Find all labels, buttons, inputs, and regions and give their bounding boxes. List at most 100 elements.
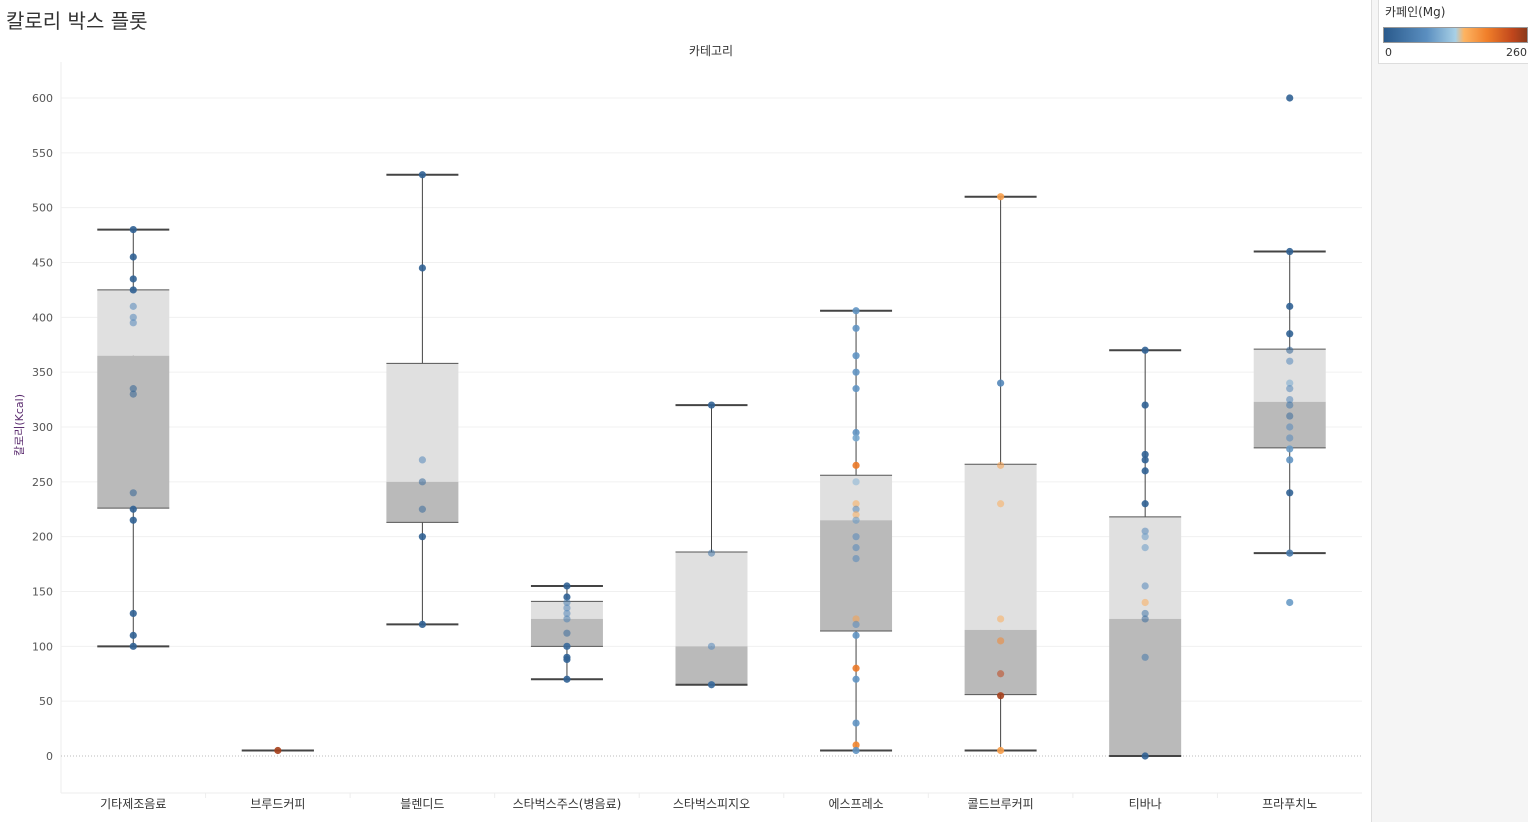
data-point (1141, 653, 1149, 661)
data-point (1286, 302, 1294, 310)
data-point (129, 275, 137, 283)
data-point (418, 505, 426, 513)
data-point (997, 692, 1005, 700)
data-point (418, 456, 426, 464)
data-point (852, 615, 860, 623)
box-plot: 0 50 100 150 200 250 300 350 400 450 500 550 600 카테고리… (13, 44, 1362, 811)
box-upper (1253, 349, 1326, 402)
data-point (852, 324, 860, 332)
data-point (852, 511, 860, 519)
x-tick-label: 브루드커피 (250, 797, 305, 811)
x-tick-label: 스타벅스주스(병음료) (513, 797, 622, 811)
data-point (1141, 752, 1149, 760)
data-point (1286, 423, 1294, 431)
y-tick-label: 500 (32, 202, 53, 215)
data-point (707, 681, 716, 689)
x-tick-label: 프라푸치노 (1262, 797, 1317, 811)
y-tick-label: 400 (32, 311, 53, 324)
data-point (418, 171, 426, 179)
data-point (563, 582, 571, 590)
data-point (852, 307, 860, 315)
data-point (852, 505, 860, 513)
data-point (707, 401, 716, 409)
y-tick-label: 50 (39, 695, 53, 708)
data-point (563, 642, 571, 650)
data-point (852, 385, 860, 393)
data-point (563, 655, 571, 664)
data-point (852, 434, 860, 442)
data-point (852, 500, 860, 508)
data-point (852, 555, 860, 563)
y-tick-label: 200 (32, 531, 53, 544)
x-tick-label: 스타벅스피지오 (673, 797, 750, 811)
data-point (1141, 598, 1149, 607)
data-point (563, 609, 571, 618)
box-lower (1109, 618, 1182, 756)
data-point (563, 675, 571, 683)
data-point (852, 746, 860, 755)
data-point (852, 352, 860, 360)
data-point (129, 609, 137, 618)
box-lower (97, 355, 170, 509)
data-point (997, 379, 1005, 387)
data-point (129, 390, 137, 398)
box-lower (386, 481, 459, 523)
box-upper (675, 552, 748, 647)
data-point (997, 615, 1005, 623)
data-point (418, 478, 426, 486)
side-panel (1371, 0, 1528, 822)
data-point (852, 719, 860, 727)
legend-title: 카페인(Mg) (1385, 5, 1446, 19)
data-point (852, 675, 860, 683)
x-axis-title: 카테고리 (689, 44, 733, 58)
data-point (129, 319, 137, 327)
y-tick-label: 250 (32, 476, 53, 489)
x-tick-label: 블렌디드 (400, 797, 444, 811)
y-tick-label: 550 (32, 147, 53, 160)
data-point (563, 629, 571, 637)
data-point (1141, 527, 1149, 535)
data-point (852, 461, 860, 469)
y-axis-title: 칼로리(Kcal) (13, 394, 26, 456)
data-point (1141, 582, 1149, 590)
data-point (129, 302, 137, 310)
data-point (1286, 379, 1294, 387)
data-point (129, 516, 137, 524)
data-point (1141, 450, 1149, 459)
data-point (1286, 94, 1294, 102)
data-point (1286, 445, 1294, 453)
data-point (129, 385, 137, 393)
data-point (707, 549, 716, 557)
data-point (997, 670, 1005, 678)
data-point (1286, 346, 1294, 354)
data-point (1286, 401, 1294, 409)
data-point (852, 741, 860, 749)
data-point (1286, 330, 1294, 338)
data-point (1141, 500, 1149, 508)
data-point (129, 313, 137, 321)
chart-title: 칼로리 박스 플롯 (6, 9, 148, 33)
data-point (563, 604, 571, 612)
data-point (1286, 412, 1294, 420)
legend-color-ramp (1383, 27, 1528, 43)
data-point (418, 620, 426, 629)
data-point (852, 368, 860, 376)
data-point (852, 544, 860, 552)
data-point (997, 637, 1005, 645)
data-point (1141, 346, 1149, 354)
data-point (1286, 385, 1294, 393)
y-tick-label: 300 (32, 421, 53, 434)
box-upper (964, 464, 1037, 630)
box-lower (675, 646, 748, 685)
data-point (1286, 456, 1294, 464)
data-point (418, 264, 426, 272)
y-tick-label: 450 (32, 257, 53, 270)
data-point (563, 598, 571, 607)
data-point (852, 620, 860, 629)
data-point (1141, 401, 1149, 409)
data-point (997, 193, 1005, 201)
caffeine-legend: 카페인(Mg) 0 260 (1378, 0, 1528, 64)
x-tick-label: 티바나 (1129, 797, 1162, 811)
data-point (1141, 544, 1149, 552)
data-point (852, 664, 860, 672)
